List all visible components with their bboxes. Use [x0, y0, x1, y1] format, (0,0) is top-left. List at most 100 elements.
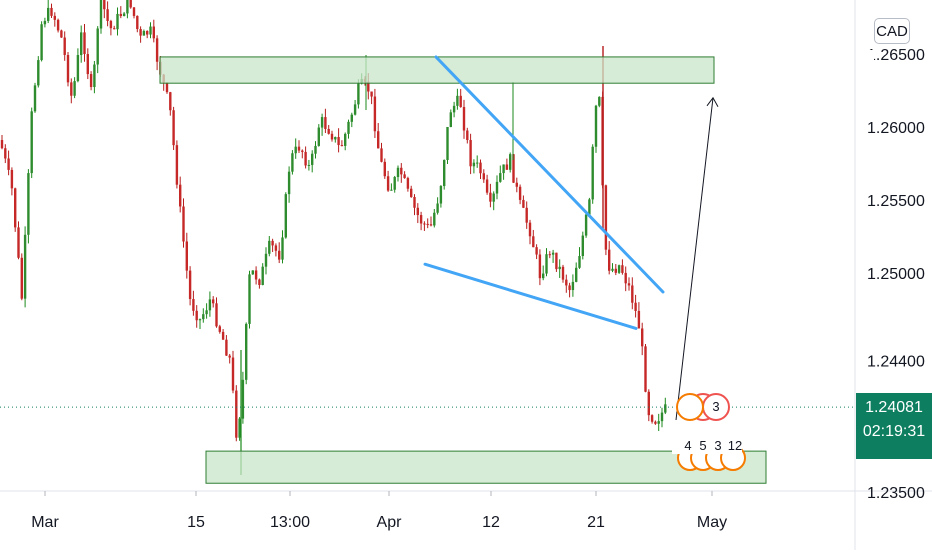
- candle-body: [228, 355, 231, 358]
- candle-body: [621, 265, 624, 273]
- candle-body: [416, 207, 419, 216]
- candle-body: [509, 154, 512, 170]
- candle-body: [126, 0, 129, 14]
- candle-body: [555, 252, 558, 270]
- candle-body: [146, 31, 149, 35]
- candle-body: [334, 137, 337, 140]
- candle-body: [139, 29, 142, 36]
- candle-body: [251, 270, 254, 275]
- candle-body: [664, 404, 667, 413]
- candle-body: [304, 151, 307, 166]
- candle-body: [617, 265, 621, 273]
- candle-body: [86, 54, 89, 75]
- candle-body: [502, 164, 505, 174]
- current-price-tag: 1.24081 02:19:31: [856, 393, 932, 459]
- candle-body: [119, 13, 122, 17]
- candle-body: [307, 164, 311, 166]
- candle-body: [212, 299, 215, 304]
- candle-body: [353, 104, 357, 115]
- x-tick-label: 21: [587, 514, 605, 531]
- candle-body: [142, 31, 146, 36]
- candle-body: [373, 96, 377, 132]
- candle-body: [581, 235, 584, 257]
- candle-body: [132, 7, 136, 16]
- candle-body: [575, 267, 578, 282]
- candle-body: [136, 15, 139, 30]
- projection-arrow: [675, 97, 714, 421]
- candle-body: [598, 96, 601, 106]
- candle-body: [175, 145, 179, 185]
- candle-body: [485, 179, 489, 193]
- candle-body: [268, 240, 271, 254]
- candle-body: [43, 20, 47, 25]
- wedge-upper-trendline: [434, 55, 665, 294]
- candle-body: [218, 326, 221, 332]
- candle-body: [188, 270, 192, 300]
- candle-body: [660, 412, 664, 422]
- candle-body: [287, 171, 291, 195]
- candle-body: [221, 331, 225, 340]
- candle-body: [76, 55, 80, 82]
- candle-body: [469, 140, 472, 167]
- candle-body: [532, 236, 535, 248]
- currency-button[interactable]: CAD: [874, 18, 910, 44]
- projection-arrowhead: [706, 96, 719, 108]
- candle-body: [23, 234, 27, 299]
- candle-body: [165, 82, 169, 93]
- candle-body: [83, 32, 86, 55]
- candle-body: [413, 196, 416, 208]
- candle-body: [571, 281, 575, 291]
- candle-body: [386, 176, 390, 191]
- candle-body: [66, 54, 70, 83]
- badge-label-bg: [672, 436, 742, 454]
- wedge-lower-trendline: [423, 262, 638, 330]
- candle-body: [565, 279, 568, 286]
- candle-body: [122, 13, 126, 17]
- candle-body: [50, 7, 53, 16]
- candle-body: [525, 207, 528, 223]
- candle-body: [320, 117, 324, 128]
- candle-body: [499, 173, 502, 182]
- candle-body: [383, 161, 386, 177]
- badge-count: 3: [714, 438, 721, 453]
- candle-body: [172, 110, 175, 146]
- candle-body: [70, 82, 73, 96]
- candle-body: [489, 192, 492, 202]
- candle-body: [357, 83, 360, 105]
- candle-body: [284, 194, 287, 238]
- candle-body: [423, 223, 426, 225]
- candle-body: [294, 146, 297, 154]
- candle-body: [340, 145, 344, 147]
- badge-count: 5: [699, 438, 706, 453]
- candle-body: [14, 188, 17, 228]
- candle-body: [390, 189, 393, 191]
- candle-body: [641, 328, 644, 347]
- y-tick-label: 1.24400: [867, 354, 925, 371]
- candle-body: [30, 111, 33, 174]
- candle-body: [274, 245, 278, 251]
- candle-body: [297, 146, 301, 151]
- candle-body: [155, 38, 159, 62]
- candle-body: [258, 279, 261, 286]
- candle-body: [7, 158, 10, 170]
- candle-body: [462, 107, 466, 131]
- candle-body: [347, 121, 350, 134]
- candle-body: [433, 212, 436, 226]
- candle-body: [578, 256, 581, 268]
- candle-body: [344, 133, 347, 146]
- candle-body: [396, 167, 400, 178]
- x-tick-label: Apr: [377, 514, 403, 531]
- candle-body: [380, 148, 383, 162]
- support-zone: [205, 450, 767, 484]
- candle-body: [472, 162, 476, 167]
- candle-body: [205, 310, 208, 315]
- candle-body: [466, 130, 469, 141]
- candle-body: [650, 415, 654, 422]
- candle-body: [47, 7, 50, 21]
- candle-body: [116, 13, 119, 30]
- candle-body: [248, 274, 251, 324]
- candle-body: [406, 178, 410, 189]
- bar-countdown: 02:19:31: [862, 423, 926, 440]
